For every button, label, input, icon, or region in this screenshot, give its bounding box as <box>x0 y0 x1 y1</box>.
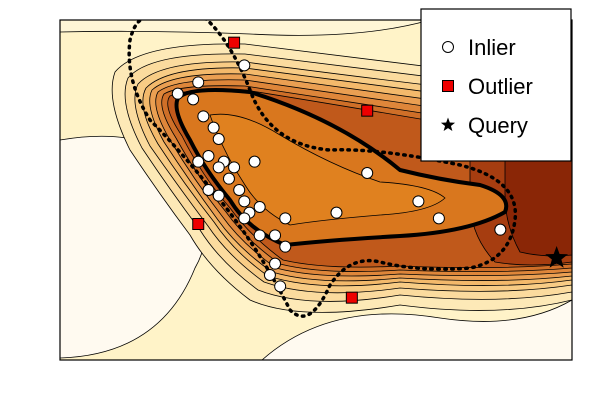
inlier-point-10 <box>212 161 225 174</box>
inlier-point-5 <box>207 121 220 134</box>
inlier-point-0 <box>171 87 184 100</box>
legend-marker-outlier <box>442 80 454 92</box>
series-inlier <box>171 59 507 293</box>
inlier-point-2 <box>238 59 251 72</box>
inlier-point-1 <box>192 76 205 89</box>
inlier-point-24 <box>279 240 292 253</box>
inlier-point-11 <box>228 161 241 174</box>
inlier-point-7 <box>202 150 215 162</box>
legend-label-query: Query <box>468 113 528 138</box>
legend-marker-inlier <box>442 41 454 53</box>
inlier-point-22 <box>279 212 292 225</box>
series-query <box>545 246 569 268</box>
query-point-0 <box>545 246 569 268</box>
outlier-point-1 <box>361 104 374 117</box>
inlier-point-23 <box>269 229 282 242</box>
inlier-point-19 <box>253 201 266 213</box>
inlier-point-4 <box>197 110 210 123</box>
inlier-point-21 <box>253 229 266 242</box>
inlier-point-26 <box>263 269 276 281</box>
inlier-point-29 <box>361 167 374 179</box>
data-marks <box>171 36 569 304</box>
inlier-point-31 <box>432 212 445 225</box>
series-outlier <box>192 36 374 304</box>
legend-marker-query <box>440 117 456 132</box>
inlier-point-3 <box>187 93 200 106</box>
plot-frame <box>59 19 573 361</box>
inlier-point-28 <box>330 206 343 219</box>
inlier-point-20 <box>238 212 251 225</box>
inlier-point-32 <box>494 223 507 236</box>
outlier-point-2 <box>192 218 205 230</box>
legend: Inlier Outlier Query <box>420 8 572 162</box>
inlier-point-14 <box>233 184 246 196</box>
inlier-point-17 <box>238 195 251 208</box>
inlier-point-12 <box>248 155 261 168</box>
inlier-point-9 <box>192 155 205 168</box>
inlier-point-16 <box>212 189 225 202</box>
legend-label-outlier: Outlier <box>468 74 533 99</box>
inlier-point-25 <box>269 257 282 270</box>
outlier-point-3 <box>345 291 358 304</box>
inlier-point-27 <box>274 280 287 293</box>
inlier-point-30 <box>412 195 425 208</box>
outlier-point-0 <box>228 36 241 49</box>
inlier-point-6 <box>212 133 225 145</box>
inlier-point-13 <box>222 172 235 185</box>
inlier-point-15 <box>202 184 215 196</box>
legend-label-inlier: Inlier <box>468 35 516 60</box>
